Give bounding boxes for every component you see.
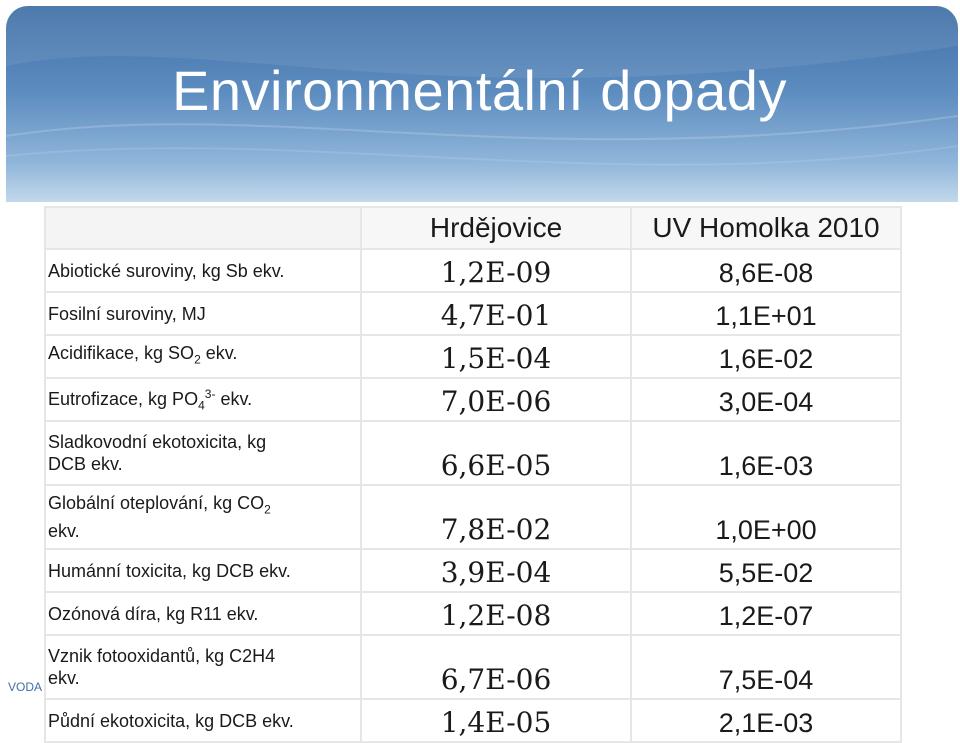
value-uv-homolka: 1,0E+00 [630,484,902,550]
slide-title: Environmentální dopady [172,59,787,122]
label-text: Eutrofizace, kg PO [48,388,199,409]
value-hrdejovice: 3,9E-04 [360,548,632,593]
table-row: Abiotické suroviny, kg Sb ekv. 1,2E-09 8… [44,248,902,293]
label-superscript: 3- [204,386,216,401]
value-uv-homolka: 5,5E-02 [630,548,902,593]
label-text-suffix: ekv. [215,388,253,409]
row-label: Fosilní suroviny, MJ [44,291,362,336]
row-label: Sladkovodní ekotoxicita, kg DCB ekv. [44,420,362,486]
slide-header-band: Environmentální dopady [6,6,958,202]
corner-label: VODA [8,680,43,694]
label-line-2: ekv. [48,521,80,542]
value-uv-homolka: 8,6E-08 [630,248,902,293]
label-line-2: DCB ekv. [48,454,123,474]
row-label: Eutrofizace, kg PO43- ekv. [44,377,362,422]
label-subscript: 4 [198,398,205,413]
table-row: Půdní ekotoxicita, kg DCB ekv. 1,4E-05 2… [44,698,902,743]
label-subscript: 2 [264,502,271,517]
value-hrdejovice: 4,7E-01 [360,291,632,336]
table-row: Sladkovodní ekotoxicita, kg DCB ekv. 6,6E… [44,420,902,486]
value-hrdejovice: 1,2E-09 [360,248,632,293]
table-row: Globální oteplování, kg CO2 ekv. 7,8E-02 … [44,484,902,550]
label-text: Acidifikace, kg SO [48,343,195,364]
label-line-1: Vznik fotooxidantů, kg C2H4 [48,646,276,666]
value-uv-homolka: 1,2E-07 [630,591,902,636]
value-hrdejovice: 1,5E-04 [360,334,632,379]
value-uv-homolka: 1,6E-02 [630,334,902,379]
header-empty-cell [44,206,362,250]
value-hrdejovice: 1,2E-08 [360,591,632,636]
row-label: Půdní ekotoxicita, kg DCB ekv. [44,698,362,743]
label-line-2: ekv. [48,668,80,688]
value-hrdejovice: 7,8E-02 [360,484,632,550]
value-uv-homolka: 2,1E-03 [630,698,902,743]
table-row: Acidifikace, kg SO2 ekv. 1,5E-04 1,6E-02 [44,334,902,379]
row-label: Vznik fotooxidantů, kg C2H4 ekv. [44,634,362,700]
value-uv-homolka: 3,0E-04 [630,377,902,422]
value-hrdejovice: 6,6E-05 [360,420,632,486]
table-row: Fosilní suroviny, MJ 4,7E-01 1,1E+01 [44,291,902,336]
value-uv-homolka: 7,5E-04 [630,634,902,700]
value-uv-homolka: 1,6E-03 [630,420,902,486]
table-header-row: Hrdějovice UV Homolka 2010 [44,206,902,250]
table-row: Humánní toxicita, kg DCB ekv. 3,9E-04 5,… [44,548,902,593]
decorative-wave [6,6,958,166]
row-label: Globální oteplování, kg CO2 ekv. [44,484,362,550]
row-label: Acidifikace, kg SO2 ekv. [44,334,362,379]
value-hrdejovice: 6,7E-06 [360,634,632,700]
value-uv-homolka: 1,1E+01 [630,291,902,336]
row-label: Abiotické suroviny, kg Sb ekv. [44,248,362,293]
table-row: Vznik fotooxidantů, kg C2H4 ekv. 6,7E-06 … [44,634,902,700]
label-line-1: Sladkovodní ekotoxicita, kg [48,432,267,452]
table-row: Ozónová díra, kg R11 ekv. 1,2E-08 1,2E-0… [44,591,902,636]
header-uv-homolka: UV Homolka 2010 [630,206,902,250]
label-text: Globální oteplování, kg CO [48,492,265,513]
value-hrdejovice: 1,4E-05 [360,698,632,743]
label-line-1: Globální oteplování, kg CO2 [48,492,356,521]
header-hrdejovice: Hrdějovice [360,206,632,250]
label-text-suffix: ekv. [200,343,238,364]
impact-table: Hrdějovice UV Homolka 2010 Abiotické sur… [44,206,902,743]
value-hrdejovice: 7,0E-06 [360,377,632,422]
row-label: Ozónová díra, kg R11 ekv. [44,591,362,636]
row-label: Humánní toxicita, kg DCB ekv. [44,548,362,593]
table-row: Eutrofizace, kg PO43- ekv. 7,0E-06 3,0E-… [44,377,902,422]
label-subscript: 2 [194,352,201,367]
